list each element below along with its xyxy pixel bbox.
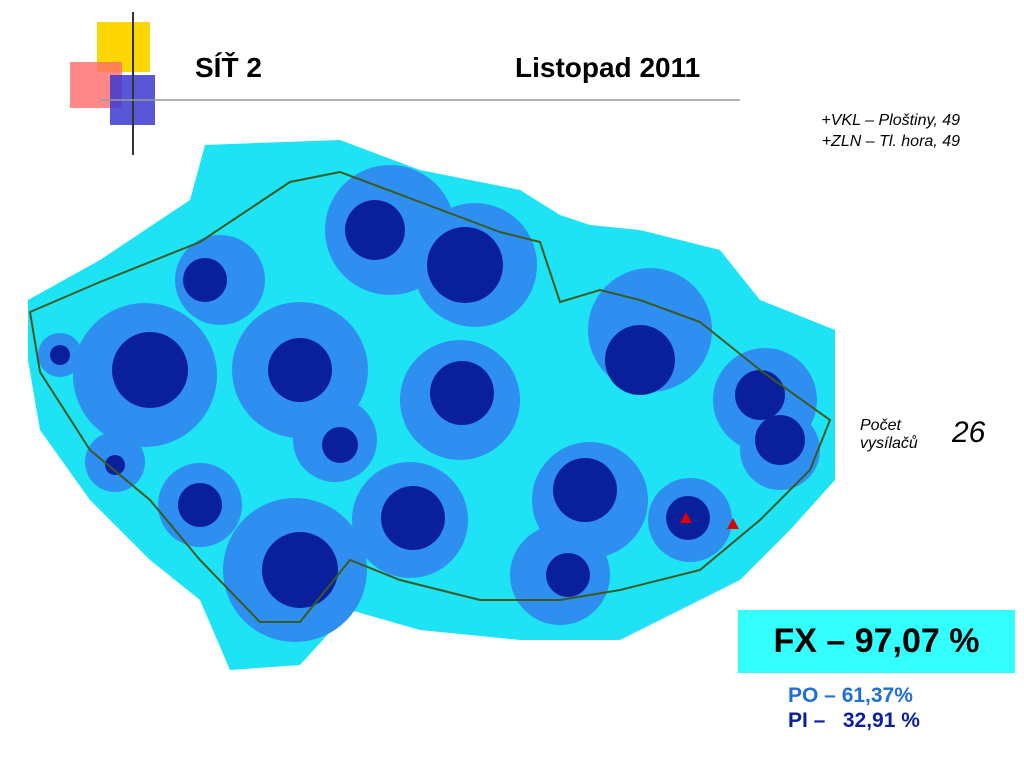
transmitter <box>680 512 692 523</box>
note: +ZLN – Tl. hora, 49 <box>821 133 960 150</box>
transmitter-count: 26 <box>952 416 986 449</box>
date: Listopad 2011 <box>515 52 701 83</box>
label-line: Počet <box>860 417 901 434</box>
coverage-map <box>28 140 835 670</box>
transmitter <box>727 518 739 529</box>
fx-coverage: FX – 97,07 % <box>738 610 1015 673</box>
coverage-pi <box>50 200 805 608</box>
transmitter-label: Počet vysílačů <box>860 417 918 453</box>
fx-text: FX – 97,07 % <box>773 622 980 660</box>
label-line: vysílačů <box>860 435 918 452</box>
po-coverage: PO – 61,37% <box>788 684 913 707</box>
border <box>28 170 832 623</box>
pi-coverage: PI – 32,91 % <box>788 709 920 732</box>
title: SÍŤ 2 <box>195 52 262 83</box>
note: +VKL – Ploštiny, 49 <box>821 112 960 129</box>
